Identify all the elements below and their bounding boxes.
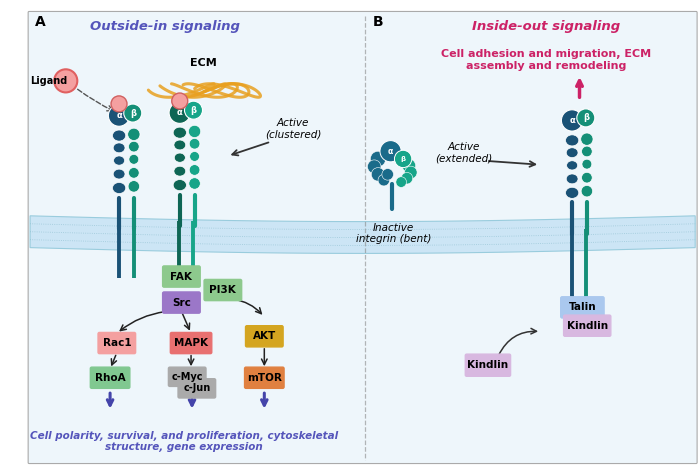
Circle shape — [185, 101, 202, 119]
Circle shape — [129, 141, 139, 152]
Circle shape — [582, 146, 592, 157]
Ellipse shape — [174, 166, 186, 176]
Text: Inside-out signaling: Inside-out signaling — [472, 20, 620, 33]
FancyBboxPatch shape — [162, 266, 200, 287]
Text: A: A — [35, 15, 46, 29]
Text: B: B — [372, 15, 383, 29]
Ellipse shape — [113, 143, 125, 153]
Circle shape — [380, 141, 401, 162]
Ellipse shape — [174, 140, 186, 150]
FancyBboxPatch shape — [466, 354, 510, 376]
Text: FAK: FAK — [171, 272, 192, 282]
Circle shape — [189, 165, 200, 175]
Text: ECM: ECM — [190, 58, 217, 68]
FancyBboxPatch shape — [90, 367, 130, 389]
Circle shape — [111, 96, 127, 112]
FancyBboxPatch shape — [98, 332, 136, 354]
FancyBboxPatch shape — [162, 292, 200, 313]
Text: c-Myc: c-Myc — [172, 372, 203, 382]
Ellipse shape — [566, 161, 578, 170]
Ellipse shape — [173, 180, 186, 190]
Circle shape — [189, 178, 200, 189]
Circle shape — [127, 128, 140, 141]
Ellipse shape — [113, 130, 126, 141]
Ellipse shape — [566, 135, 579, 146]
Text: Rac1: Rac1 — [102, 338, 131, 348]
Text: α: α — [388, 147, 393, 156]
Text: Inactive
integrin (bent): Inactive integrin (bent) — [356, 223, 431, 244]
Text: mTOR: mTOR — [247, 373, 281, 383]
Circle shape — [561, 110, 582, 131]
Circle shape — [188, 125, 201, 138]
Circle shape — [582, 172, 592, 183]
Ellipse shape — [566, 174, 578, 184]
FancyBboxPatch shape — [246, 326, 283, 347]
Text: Active
(extended): Active (extended) — [435, 142, 493, 164]
Text: α: α — [569, 116, 575, 125]
Text: Outside-in signaling: Outside-in signaling — [90, 20, 240, 33]
Text: AKT: AKT — [253, 331, 276, 342]
Text: RhoA: RhoA — [94, 373, 125, 383]
FancyBboxPatch shape — [564, 315, 611, 336]
Circle shape — [189, 138, 200, 149]
Circle shape — [396, 177, 407, 187]
Text: c-Jun: c-Jun — [183, 383, 211, 393]
Ellipse shape — [174, 153, 186, 162]
FancyBboxPatch shape — [561, 297, 604, 318]
Circle shape — [401, 172, 413, 184]
Circle shape — [394, 150, 412, 168]
Text: Cell adhesion and migration, ECM
assembly and remodeling: Cell adhesion and migration, ECM assembl… — [441, 49, 651, 71]
FancyBboxPatch shape — [28, 11, 697, 464]
Circle shape — [371, 168, 385, 181]
Circle shape — [108, 105, 130, 126]
Ellipse shape — [113, 182, 126, 193]
Circle shape — [54, 69, 77, 93]
Circle shape — [378, 174, 390, 186]
Circle shape — [190, 152, 200, 162]
FancyBboxPatch shape — [178, 379, 216, 398]
Circle shape — [582, 159, 591, 169]
FancyBboxPatch shape — [170, 332, 212, 354]
Text: β: β — [400, 156, 406, 162]
Circle shape — [405, 166, 417, 179]
Text: β: β — [190, 105, 197, 114]
Circle shape — [169, 102, 190, 124]
Circle shape — [370, 151, 386, 167]
Circle shape — [581, 185, 593, 197]
Circle shape — [172, 93, 188, 109]
Text: Cell polarity, survival, and proliferation, cytoskeletal
structure, gene express: Cell polarity, survival, and proliferati… — [30, 431, 338, 452]
Text: β: β — [130, 109, 136, 118]
Circle shape — [402, 159, 416, 172]
Text: MAPK: MAPK — [174, 338, 208, 348]
Circle shape — [368, 160, 381, 173]
Circle shape — [128, 180, 139, 192]
Ellipse shape — [566, 187, 579, 199]
FancyBboxPatch shape — [169, 367, 206, 387]
FancyBboxPatch shape — [204, 279, 241, 301]
Ellipse shape — [173, 127, 186, 138]
Text: α: α — [177, 108, 183, 117]
Circle shape — [577, 109, 595, 127]
Polygon shape — [30, 216, 695, 253]
Text: Active
(clustered): Active (clustered) — [265, 118, 321, 140]
Ellipse shape — [566, 148, 578, 158]
Text: Kindlin: Kindlin — [567, 321, 608, 331]
Text: Src: Src — [172, 297, 191, 308]
Circle shape — [129, 154, 139, 164]
Ellipse shape — [113, 156, 125, 165]
Circle shape — [382, 169, 393, 180]
Text: Talin: Talin — [568, 303, 596, 313]
Text: Kindlin: Kindlin — [468, 360, 508, 370]
Circle shape — [581, 133, 593, 145]
FancyBboxPatch shape — [244, 367, 284, 389]
Text: PI3K: PI3K — [209, 285, 236, 295]
Text: β: β — [583, 114, 589, 123]
Circle shape — [129, 168, 139, 178]
Circle shape — [124, 104, 142, 122]
Text: α: α — [116, 111, 122, 120]
Ellipse shape — [113, 169, 125, 179]
Text: Ligand: Ligand — [30, 76, 67, 86]
